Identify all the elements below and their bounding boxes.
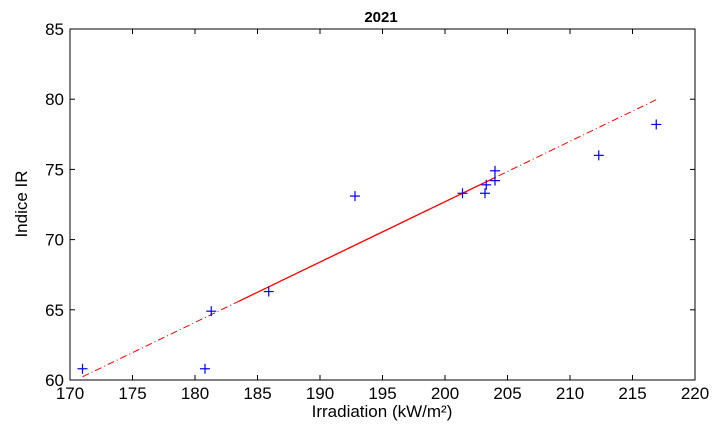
chart-title: 2021: [364, 9, 397, 26]
data-point: [490, 175, 500, 186]
x-tick-label: 175: [118, 384, 146, 403]
y-tick-label: 85: [45, 20, 64, 39]
y-tick-label: 80: [45, 90, 64, 109]
data-point: [206, 306, 217, 317]
y-axis-label: Indice IR: [12, 170, 31, 237]
data-point: [200, 363, 210, 374]
data-points-layer: [77, 119, 662, 374]
data-point: [481, 179, 492, 190]
data-point: [77, 363, 88, 374]
x-tick-label: 185: [243, 384, 271, 403]
regression-line-solid: [238, 176, 496, 302]
fit-line-layer: [82, 98, 658, 378]
y-tick-label: 65: [45, 301, 64, 320]
x-tick-label: 205: [493, 384, 521, 403]
data-point: [651, 119, 662, 130]
x-tick-label: 200: [431, 384, 459, 403]
x-tick-label: 180: [181, 384, 209, 403]
x-tick-label: 170: [56, 384, 84, 403]
data-point: [350, 191, 360, 202]
data-point: [457, 188, 468, 199]
y-axis-ticks: 60 65 70 75 80 85: [45, 20, 695, 390]
data-point: [263, 286, 274, 297]
regression-line-dashdot: [82, 98, 658, 378]
x-axis-label: Irradiation (kW/m²): [312, 402, 453, 421]
x-tick-label: 195: [368, 384, 396, 403]
data-point: [490, 165, 500, 176]
x-tick-label: 210: [556, 384, 584, 403]
y-tick-label: 70: [45, 231, 64, 250]
data-point: [593, 150, 604, 161]
x-tick-label: 190: [306, 384, 334, 403]
y-tick-label: 60: [45, 371, 64, 390]
y-tick-label: 75: [45, 160, 64, 179]
data-point: [480, 188, 490, 199]
x-axis-ticks: 170 175 180 185 190 195 200 205 210 215 220: [56, 29, 709, 403]
x-tick-label: 215: [618, 384, 646, 403]
x-tick-label: 220: [681, 384, 709, 403]
